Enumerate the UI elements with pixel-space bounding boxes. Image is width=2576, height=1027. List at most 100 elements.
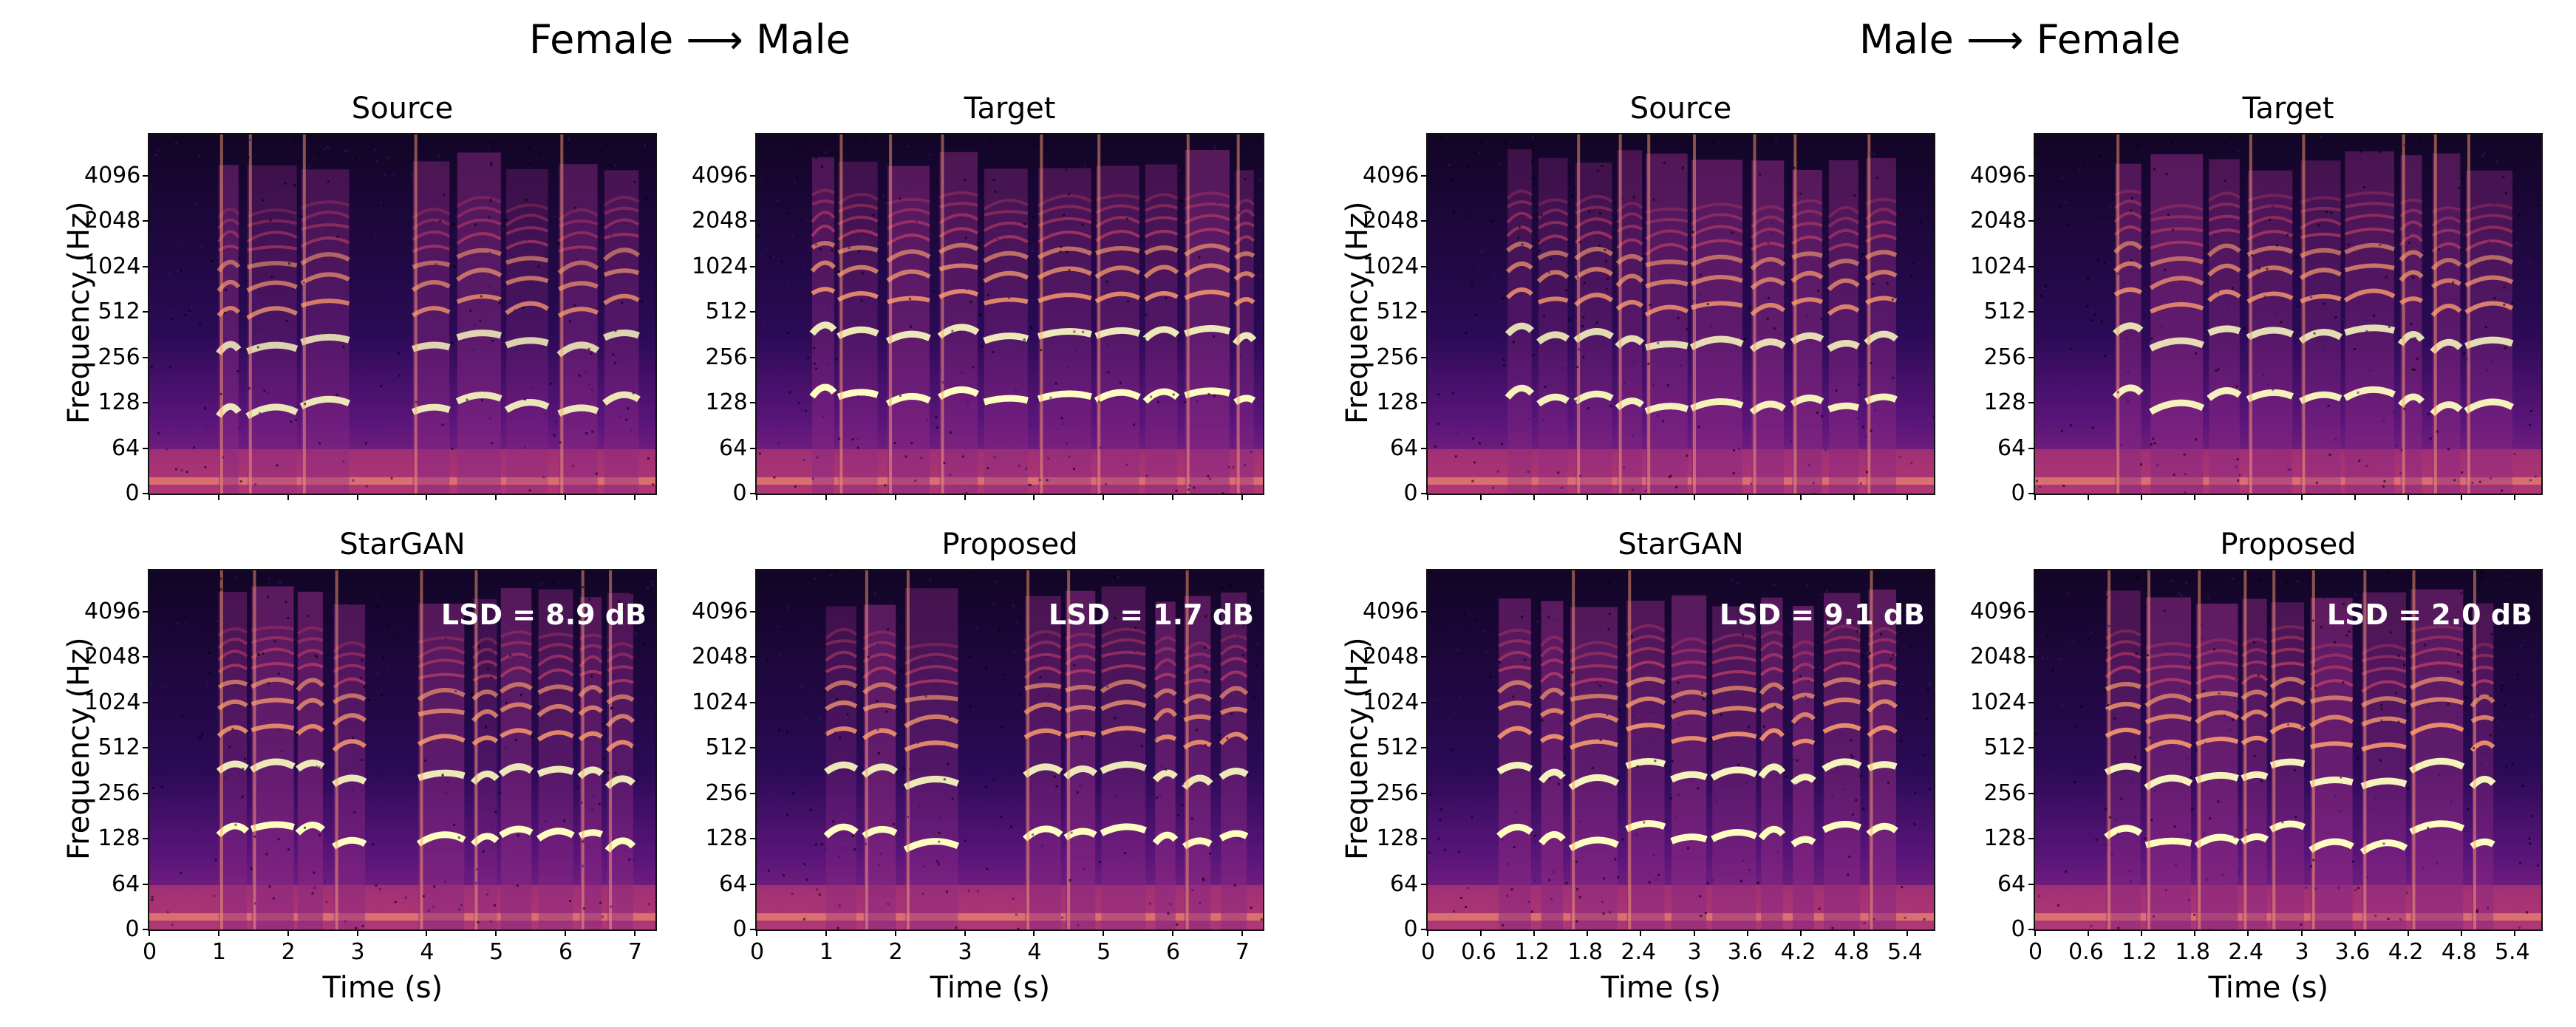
noise-speckle [791,369,794,372]
harmonic-band [1570,664,1618,671]
noise-speckle [645,349,648,352]
noise-speckle [2322,302,2325,305]
noise-speckle [918,804,921,807]
noise-speckle [1578,895,1581,898]
noise-speckle [1474,313,1477,316]
x-tick-mark [1427,929,1428,936]
noise-speckle [529,163,532,166]
noise-speckle [2144,606,2147,609]
y-tick-mark [143,656,149,658]
noise-speckle [869,197,872,199]
noise-speckle [1766,317,1769,320]
noise-speckle [2110,853,2113,856]
noise-speckle [1079,785,1082,788]
noise-speckle [1740,407,1743,410]
syllable-energy [538,589,573,929]
noise-speckle [1483,248,1486,251]
noise-speckle [815,843,818,846]
noise-speckle [2269,188,2272,191]
syllable-energy [1155,601,1176,929]
noise-speckle [768,791,771,794]
noise-speckle [984,785,987,788]
transient-streak [2363,570,2367,929]
noise-speckle [2224,180,2226,182]
noise-speckle [1893,248,1896,250]
noise-speckle [1436,700,1439,703]
harmonic-band [1037,266,1092,280]
noise-speckle [1066,366,1069,369]
noise-speckle [2422,249,2425,252]
harmonic-band [1506,211,1533,224]
noise-speckle [2405,891,2408,894]
harmonic-band [1539,830,1566,846]
noise-speckle [2408,241,2410,244]
y-tick-label: 64 [1997,870,2026,897]
noise-speckle [808,399,811,402]
x-tick-mark [287,929,289,936]
noise-speckle [380,385,383,388]
noise-speckle [293,184,296,187]
x-tick-label: 5 [489,939,504,965]
noise-speckle [1668,476,1671,479]
noise-speckle [2271,205,2274,208]
noise-speckle [613,214,616,216]
noise-speckle [296,406,299,409]
y-tick-mark [143,929,149,930]
noise-speckle [1737,763,1740,766]
noise-speckle [304,403,307,406]
noise-speckle [2322,349,2325,352]
noise-speckle [187,816,190,819]
noise-speckle [1161,765,1164,768]
noise-speckle [1793,758,1796,761]
harmonic-band [300,333,350,346]
noise-speckle [573,732,576,735]
noise-speckle [941,381,944,384]
noise-speckle [2091,358,2094,361]
y-tick-label: 512 [705,298,748,324]
y-tick-label: 128 [705,825,748,851]
harmonic-band [2410,647,2464,659]
noise-speckle [1473,461,1476,464]
noise-speckle [1765,616,1768,619]
noise-speckle [2108,624,2110,627]
noise-speckle [170,361,173,364]
noise-speckle [2037,153,2040,156]
noise-speckle [1538,239,1541,242]
y-tick-mark [2028,656,2035,658]
harmonic-band [301,223,350,231]
noise-speckle [242,289,245,292]
noise-speckle [967,889,970,892]
noise-speckle [2503,304,2506,307]
harmonic-band [825,726,858,737]
noise-speckle [267,596,270,598]
noise-speckle [838,855,841,858]
noise-speckle [1557,782,1560,785]
harmonic-band [456,195,502,208]
noise-speckle [2280,321,2283,324]
noise-speckle [1928,682,1931,685]
harmonic-band [505,337,549,349]
noise-speckle [2528,423,2531,426]
noise-speckle [1003,238,1006,241]
noise-speckle [1867,636,1870,639]
noise-speckle [453,265,456,268]
noise-speckle [970,301,972,304]
noise-speckle [549,608,552,611]
harmonic-band [1507,200,1533,208]
noise-speckle [2483,152,2486,155]
harmonic-band [1144,245,1179,256]
noise-speckle [824,151,827,154]
harmonic-band [537,643,574,652]
harmonic-band [300,272,350,286]
noise-speckle [1238,211,1241,214]
noise-speckle [1512,695,1515,698]
noise-speckle [2374,914,2377,917]
noise-speckle [2489,695,2492,697]
noise-speckle [2116,391,2119,394]
noise-speckle [372,843,375,846]
noise-speckle [1606,277,1609,280]
x-tick-label: 2.4 [1621,939,1657,965]
noise-speckle [1838,659,1841,662]
noise-speckle [1818,907,1821,910]
noise-speckle [842,686,845,689]
